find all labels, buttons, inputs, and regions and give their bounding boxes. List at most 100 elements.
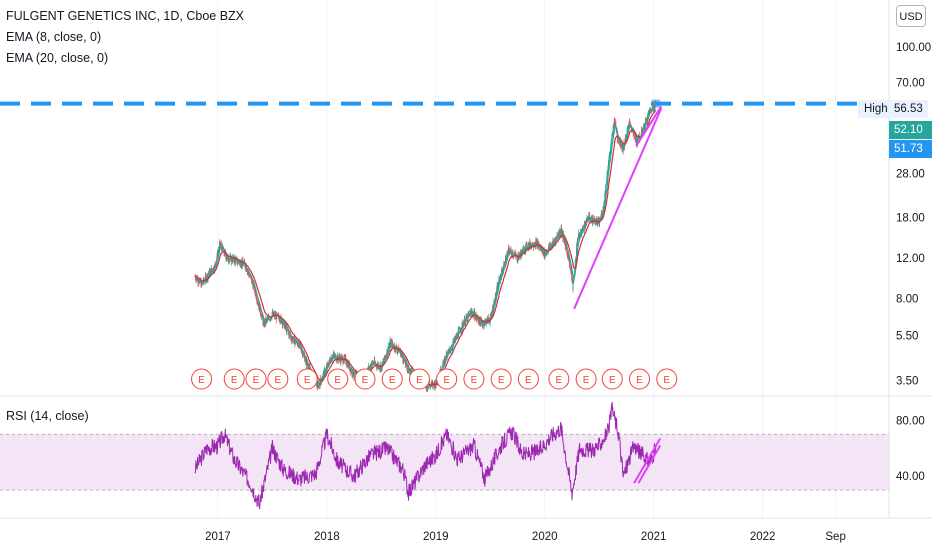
earnings-marker-label: E [198, 375, 205, 386]
candle-body [605, 184, 607, 186]
candle-body [613, 125, 615, 128]
candle-body [220, 244, 222, 246]
symbol-title[interactable]: FULGENT GENETICS INC, 1D, Cboe BZX [6, 9, 245, 23]
candle-body [251, 278, 253, 283]
ema8-legend[interactable]: EMA (8, close, 0) [6, 30, 102, 44]
candle-body [215, 264, 217, 265]
candle-body [348, 363, 350, 370]
candle-body [207, 274, 209, 276]
time-tick-label: 2019 [423, 531, 449, 543]
ema8-price-tag: 52.10 [889, 121, 932, 139]
rsi-tick-label: 40.00 [896, 471, 925, 483]
candle-body [523, 251, 525, 253]
candle-body [254, 285, 256, 291]
candle-body [336, 360, 338, 361]
trendlines[interactable] [573, 105, 663, 310]
ema8-line [194, 105, 657, 388]
candle-body [458, 329, 460, 330]
candle-body [609, 152, 611, 155]
earnings-marker [296, 368, 318, 390]
candle-body [607, 163, 609, 169]
candle-body [610, 139, 612, 145]
candle-body [257, 303, 259, 304]
candle-body [626, 129, 628, 131]
candle-body [502, 268, 504, 271]
candle-body [382, 361, 384, 362]
candle-body [496, 288, 498, 293]
candle-body [590, 219, 592, 222]
price-tick-label: 5.50 [896, 331, 918, 343]
candle-body [218, 250, 220, 253]
candle-body [606, 174, 608, 182]
rsi-band [0, 434, 889, 491]
candle-body [504, 257, 506, 266]
candle-body [504, 262, 506, 266]
candle-body [502, 270, 504, 273]
candle-body [537, 241, 539, 243]
candle-body [575, 260, 577, 262]
candle-body [495, 292, 497, 297]
candle-body [220, 244, 222, 248]
candle-body [544, 251, 546, 258]
candle-body [260, 313, 262, 316]
candle-body [603, 202, 605, 211]
time-tick-label: Sep [825, 531, 845, 543]
candle-body [647, 115, 649, 122]
ema20-price-tag: 51.73 [889, 140, 932, 158]
candle-body [410, 371, 412, 373]
candle-body [526, 242, 528, 248]
candle-body [606, 173, 608, 175]
candle-body [442, 360, 444, 365]
candle-body [205, 276, 207, 281]
candle-body [396, 350, 398, 352]
rsi-legend[interactable]: RSI (14, close) [6, 409, 89, 423]
candle-body [316, 382, 318, 387]
candle-body [611, 136, 613, 140]
candle-body [291, 338, 293, 341]
ema20-legend[interactable]: EMA (20, close, 0) [6, 51, 109, 65]
candle-body [576, 246, 578, 257]
candle-body [627, 128, 629, 130]
candle-body [446, 353, 448, 358]
candle-body [302, 351, 304, 357]
candle-body [218, 244, 220, 250]
candle-body [225, 252, 227, 257]
candle-body [286, 326, 288, 330]
candle-body [330, 357, 332, 363]
candle-body [613, 118, 615, 124]
candle-body [612, 127, 614, 134]
candle-body [640, 130, 642, 137]
candle-body [405, 361, 407, 365]
candle-body [520, 251, 522, 254]
candle-body [280, 316, 282, 318]
candle-body [292, 339, 294, 342]
candle-body [368, 367, 370, 370]
candle-body [598, 223, 600, 225]
price-trendline [573, 107, 663, 310]
candle-body [644, 123, 646, 129]
candle-body [320, 378, 322, 386]
candle-body [195, 278, 197, 281]
candle-body [583, 223, 585, 230]
candle-body [553, 241, 555, 243]
candle-body [610, 147, 612, 153]
candle-body [400, 349, 402, 357]
candle-body [372, 361, 374, 364]
candle-body [603, 199, 605, 203]
candle-body [289, 333, 291, 337]
candle-body [237, 262, 239, 263]
candle-body [284, 323, 286, 328]
candle-body [476, 317, 478, 319]
candle-body [255, 292, 257, 298]
candle-body [575, 256, 577, 261]
candle-body [294, 341, 296, 344]
candle-body [625, 137, 627, 140]
candle-body [610, 144, 612, 148]
candle-body [305, 358, 307, 362]
candle-body [448, 350, 450, 351]
candle-body [283, 320, 285, 328]
candle-body [506, 253, 508, 256]
currency-button[interactable]: USD [896, 5, 926, 27]
